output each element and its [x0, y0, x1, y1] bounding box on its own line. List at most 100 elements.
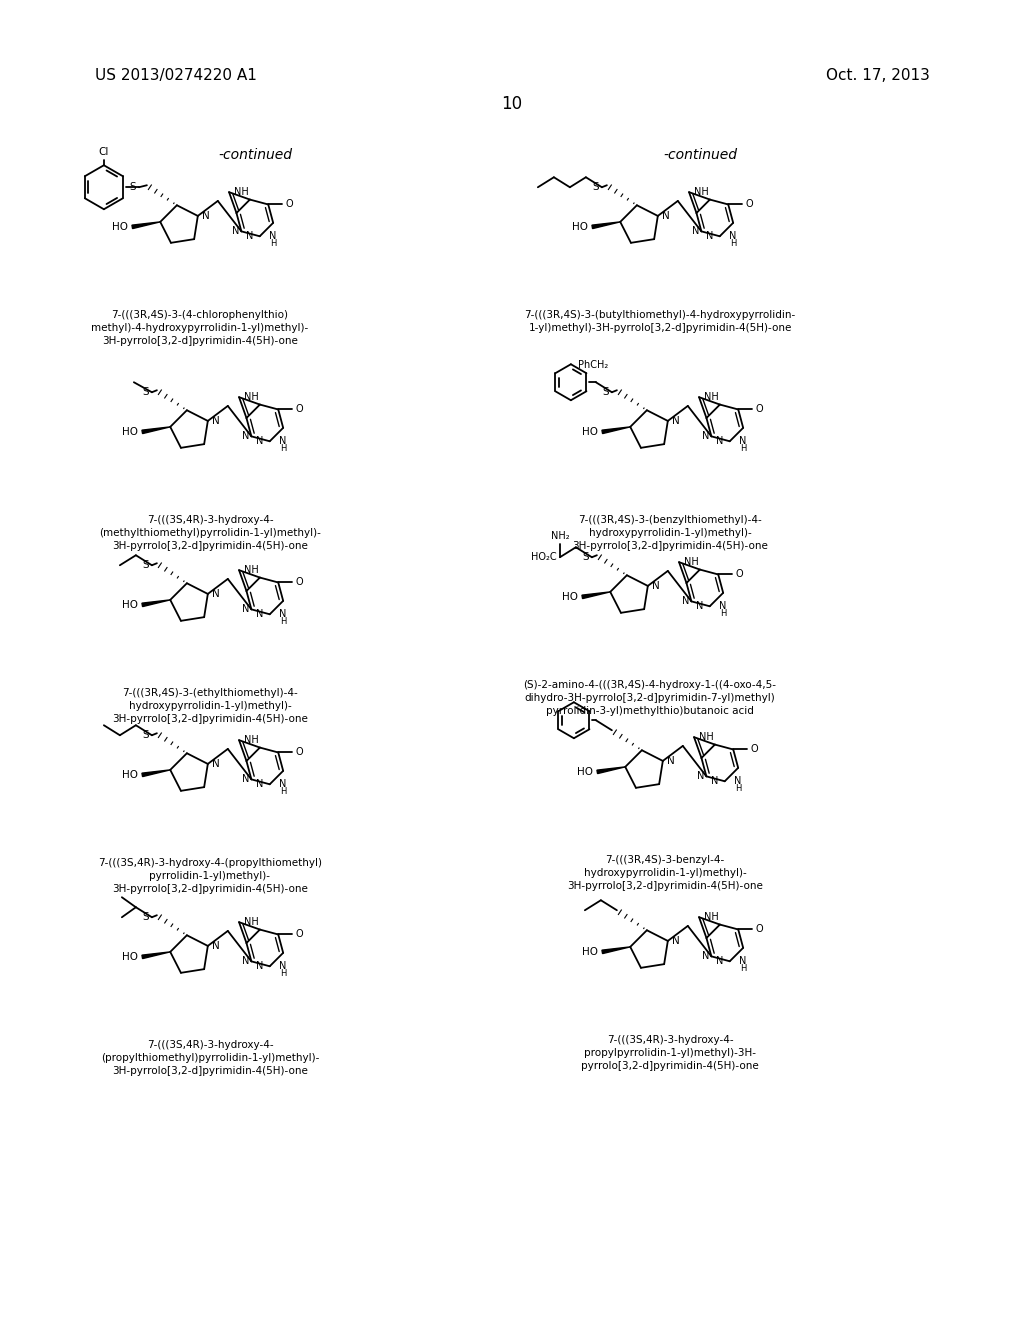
Text: N: N [242, 432, 250, 441]
Polygon shape [602, 426, 630, 433]
Text: NH: NH [705, 392, 719, 403]
Text: N: N [667, 756, 675, 766]
Text: N: N [280, 609, 287, 619]
Text: 7-(((3S,4R)-3-hydroxy-4-
(propylthiomethyl)pyrrolidin-1-yl)methyl)-
3H-pyrrolo[3: 7-(((3S,4R)-3-hydroxy-4- (propylthiometh… [100, 1040, 319, 1076]
Text: N: N [280, 779, 287, 789]
Text: N: N [662, 211, 670, 220]
Text: 7-(((3S,4R)-3-hydroxy-4-(propylthiomethyl)
pyrrolidin-1-yl)methyl)-
3H-pyrrolo[3: 7-(((3S,4R)-3-hydroxy-4-(propylthiomethy… [98, 858, 322, 894]
Text: O: O [751, 744, 758, 755]
Text: H: H [280, 444, 287, 453]
Text: H: H [735, 784, 741, 793]
Text: N: N [212, 941, 219, 950]
Text: O: O [756, 924, 763, 935]
Text: N: N [739, 436, 746, 446]
Text: N: N [212, 416, 219, 426]
Text: N: N [702, 432, 710, 441]
Text: O: O [295, 929, 303, 940]
Text: NH: NH [244, 917, 259, 927]
Text: N: N [256, 961, 264, 972]
Text: O: O [295, 577, 303, 587]
Text: S: S [142, 560, 148, 570]
Text: S: S [142, 730, 148, 741]
Text: (S)-2-amino-4-(((3R,4S)-4-hydroxy-1-((4-oxo-4,5-
dihydro-3H-pyrrolo[3,2-d]pyrimi: (S)-2-amino-4-(((3R,4S)-4-hydroxy-1-((4-… [523, 680, 776, 715]
Text: O: O [286, 199, 293, 210]
Text: HO: HO [583, 426, 598, 437]
Text: HO: HO [122, 426, 138, 437]
Text: N: N [202, 211, 210, 220]
Polygon shape [142, 952, 170, 958]
Text: O: O [745, 199, 753, 210]
Text: NH: NH [234, 187, 249, 197]
Polygon shape [142, 770, 170, 776]
Text: US 2013/0274220 A1: US 2013/0274220 A1 [95, 69, 257, 83]
Text: Oct. 17, 2013: Oct. 17, 2013 [826, 69, 930, 83]
Text: NH: NH [684, 557, 698, 568]
Text: N: N [696, 602, 703, 611]
Text: S: S [602, 387, 609, 397]
Text: N: N [652, 581, 659, 591]
Text: N: N [280, 961, 287, 970]
Text: N: N [242, 605, 250, 614]
Text: N: N [697, 771, 705, 781]
Text: N: N [212, 589, 219, 599]
Text: H: H [280, 969, 287, 978]
Text: O: O [295, 404, 303, 414]
Polygon shape [142, 426, 170, 433]
Text: HO: HO [113, 222, 128, 232]
Text: H: H [280, 616, 287, 626]
Text: -continued: -continued [663, 148, 737, 162]
Text: N: N [232, 226, 240, 236]
Text: HO: HO [562, 591, 579, 602]
Text: N: N [256, 779, 264, 789]
Text: O: O [735, 569, 742, 579]
Text: 7-(((3S,4R)-3-hydroxy-4-
propylpyrrolidin-1-yl)methyl)-3H-
pyrrolo[3,2-d]pyrimid: 7-(((3S,4R)-3-hydroxy-4- propylpyrrolidi… [582, 1035, 759, 1071]
Text: HO: HO [578, 767, 593, 777]
Text: NH: NH [694, 187, 709, 197]
Text: S: S [142, 912, 148, 923]
Text: O: O [756, 404, 763, 414]
Polygon shape [132, 222, 160, 228]
Text: HO: HO [122, 770, 138, 780]
Text: NH: NH [699, 733, 714, 742]
Polygon shape [592, 222, 621, 228]
Text: N: N [256, 437, 264, 446]
Text: S: S [142, 387, 148, 397]
Text: N: N [739, 956, 746, 966]
Text: HO: HO [583, 946, 598, 957]
Text: PhCH₂: PhCH₂ [578, 360, 608, 370]
Text: -continued: -continued [218, 148, 292, 162]
Text: S: S [129, 182, 136, 193]
Polygon shape [142, 599, 170, 607]
Text: 7-(((3R,4S)-3-(benzylthiomethyl)-4-
hydroxypyrrolidin-1-yl)methyl)-
3H-pyrrolo[3: 7-(((3R,4S)-3-(benzylthiomethyl)-4- hydr… [572, 515, 768, 550]
Text: N: N [682, 597, 689, 606]
Text: H: H [740, 444, 746, 453]
Text: H: H [270, 239, 276, 248]
Text: N: N [702, 952, 710, 961]
Text: N: N [734, 776, 741, 785]
Text: NH₂: NH₂ [551, 531, 569, 541]
Text: Cl: Cl [98, 148, 110, 157]
Text: 7-(((3R,4S)-3-(butylthiomethyl)-4-hydroxypyrrolidin-
1-yl)methyl)-3H-pyrrolo[3,2: 7-(((3R,4S)-3-(butylthiomethyl)-4-hydrox… [524, 310, 796, 333]
Text: N: N [256, 610, 264, 619]
Text: H: H [720, 609, 726, 618]
Text: NH: NH [244, 735, 259, 746]
Text: HO: HO [122, 599, 138, 610]
Polygon shape [582, 591, 610, 598]
Text: H: H [740, 964, 746, 973]
Text: N: N [242, 775, 250, 784]
Text: N: N [720, 601, 727, 611]
Text: 7-(((3R,4S)-3-(4-chlorophenylthio)
methyl)-4-hydroxypyrrolidin-1-yl)methyl)-
3H-: 7-(((3R,4S)-3-(4-chlorophenylthio) methy… [91, 310, 308, 346]
Text: N: N [729, 231, 737, 240]
Text: 7-(((3R,4S)-3-benzyl-4-
hydroxypyrrolidin-1-yl)methyl)-
3H-pyrrolo[3,2-d]pyrimid: 7-(((3R,4S)-3-benzyl-4- hydroxypyrrolidi… [567, 855, 763, 891]
Text: S: S [592, 182, 599, 193]
Text: N: N [247, 231, 254, 242]
Text: S: S [583, 552, 589, 562]
Text: N: N [707, 231, 714, 242]
Text: N: N [672, 416, 680, 426]
Text: N: N [672, 936, 680, 946]
Text: O: O [295, 747, 303, 758]
Polygon shape [597, 767, 626, 774]
Text: N: N [717, 956, 724, 966]
Text: H: H [280, 787, 287, 796]
Text: HO₂C: HO₂C [531, 552, 557, 562]
